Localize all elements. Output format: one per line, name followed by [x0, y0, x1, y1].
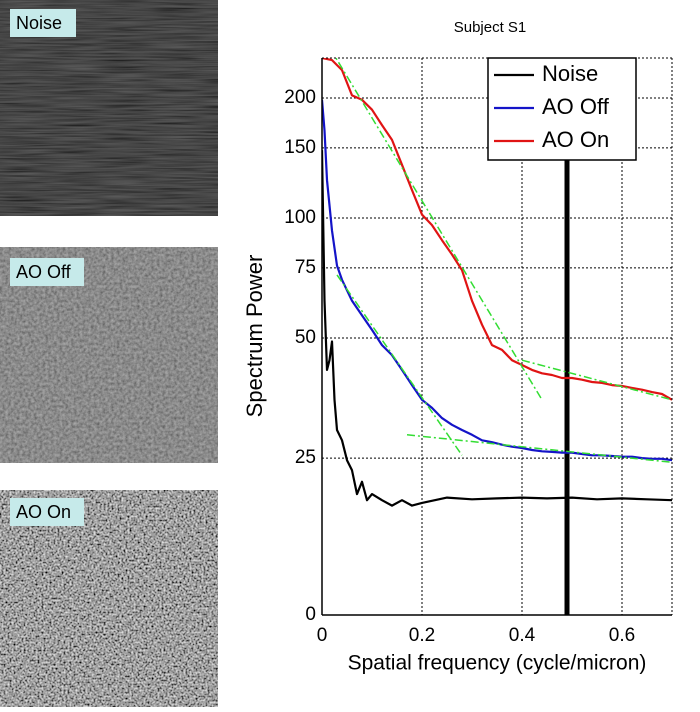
axes: 0 25 50 75 100 150 200 0 0.2 0.4 0.6 [284, 57, 673, 646]
series-line [322, 58, 672, 401]
fit-line [336, 274, 463, 456]
y-tick-label: 200 [284, 87, 316, 108]
y-tick-label: 75 [295, 257, 316, 278]
image-panels: Noise AO Off AO On [0, 0, 218, 707]
y-tick-label: 25 [295, 447, 316, 468]
legend-label: Noise [542, 61, 598, 86]
panel-label: Noise [16, 13, 62, 33]
y-tick-label: 50 [295, 327, 316, 348]
label-box [10, 9, 76, 37]
plot-area [322, 58, 672, 615]
x-axis-label: Spatial frequency (cycle/micron) [348, 652, 647, 675]
chart-title: Subject S1 [454, 19, 527, 36]
fit-line [335, 58, 543, 401]
x-tick-label: 0.2 [409, 625, 435, 646]
fit-line [406, 434, 672, 464]
y-tick-label: 100 [284, 207, 316, 228]
panel-label: AO On [16, 502, 71, 522]
y-tick-label: 150 [284, 137, 316, 158]
legend-label: AO On [542, 127, 609, 152]
y-tick-label: 0 [305, 604, 316, 625]
panel-label: AO Off [16, 262, 72, 282]
y-axis-label: Spectrum Power [242, 255, 267, 418]
series-line [322, 99, 672, 462]
series-line [322, 150, 672, 507]
x-tick-label: 0 [317, 625, 328, 646]
x-tick-label: 0.4 [509, 625, 536, 646]
x-tick-label: 0.6 [609, 625, 635, 646]
ao-on-image [0, 490, 218, 707]
legend-label: AO Off [542, 94, 610, 119]
label-box [10, 498, 84, 526]
fit-line [521, 359, 672, 401]
legend: Noise AO Off AO On [487, 57, 637, 161]
label-box [10, 258, 84, 286]
